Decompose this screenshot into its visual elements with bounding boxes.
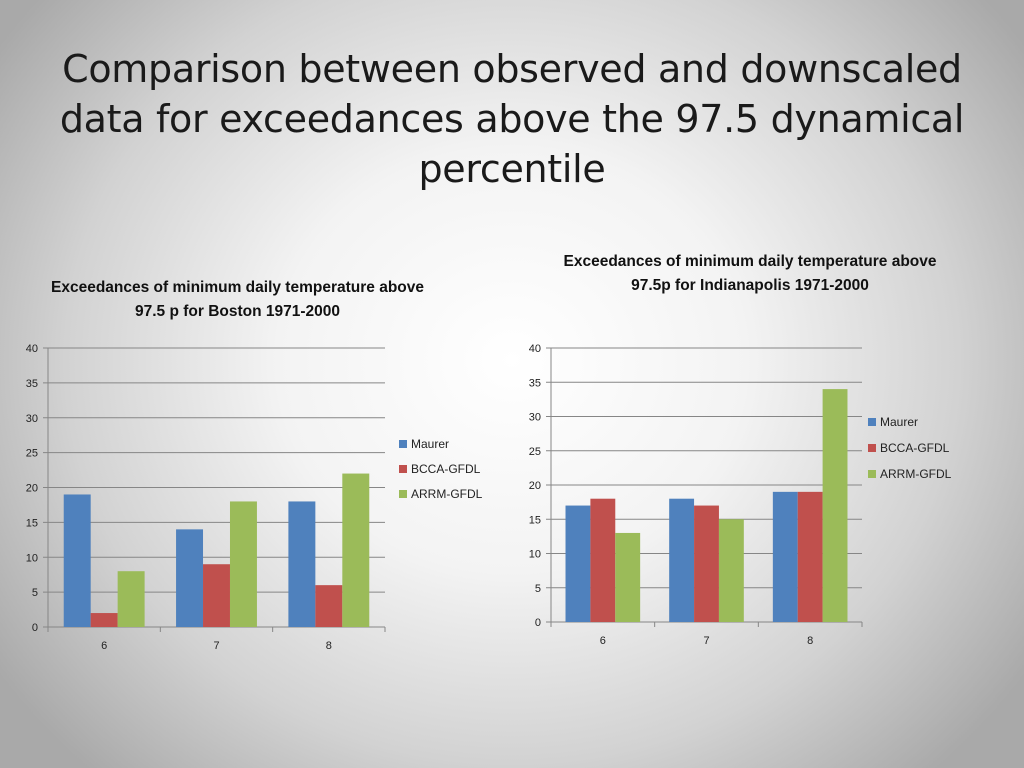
bar-maurer-7 [669,498,695,622]
bar-bcca-gfdl-7 [694,505,719,622]
y-tick-label: 10 [529,549,541,561]
bar-arrm-gfdl-8 [342,473,370,627]
y-tick-label: 5 [32,587,38,599]
y-tick-label: 30 [529,412,541,424]
legend-label: BCCA-GFDL [880,441,950,455]
x-tick-label: 7 [703,635,709,647]
y-tick-label: 10 [26,552,38,564]
y-tick-label: 0 [32,622,38,634]
legend-label: BCCA-GFDL [411,462,481,476]
y-tick-label: 25 [529,446,541,458]
legend-swatch [868,418,876,426]
y-tick-label: 35 [26,378,38,390]
legend-swatch [868,444,876,452]
y-tick-label: 5 [535,583,541,595]
bar-bcca-gfdl-8 [315,585,343,627]
x-tick-label: 6 [600,635,606,647]
bar-bcca-gfdl-6 [590,498,616,622]
y-tick-label: 35 [529,377,541,389]
bar-arrm-gfdl-7 [229,501,257,627]
legend-swatch [399,490,407,498]
bar-maurer-6 [63,494,91,627]
chart-title-indianapolis: Exceedances of minimum daily temperature… [563,253,937,294]
x-tick-label: 8 [807,635,813,647]
bar-maurer-8 [772,491,798,622]
bar-arrm-gfdl-8 [822,389,848,622]
x-tick-label: 6 [101,640,107,652]
y-tick-label: 20 [26,483,38,495]
legend-swatch [868,470,876,478]
legend-swatch [399,465,407,473]
chart-title-boston: Exceedances of minimum daily temperature… [51,279,424,320]
bar-bcca-gfdl-6 [90,613,118,627]
bar-maurer-6 [565,505,591,622]
legend-swatch [399,440,407,448]
bar-bcca-gfdl-8 [797,491,823,622]
bar-arrm-gfdl-6 [615,532,641,622]
bar-arrm-gfdl-6 [117,571,145,627]
legend-label: Maurer [880,415,918,429]
y-tick-label: 40 [529,343,541,355]
y-tick-label: 0 [535,617,541,629]
legend-label: ARRM-GFDL [880,467,952,481]
bar-arrm-gfdl-7 [718,519,744,622]
slide-title: Comparison between observed and downscal… [59,47,965,191]
y-tick-label: 15 [529,514,541,526]
y-tick-label: 15 [26,517,38,529]
bar-maurer-8 [288,501,316,627]
y-tick-label: 20 [529,480,541,492]
y-tick-label: 30 [26,413,38,425]
y-tick-label: 40 [26,343,38,355]
bar-bcca-gfdl-7 [203,564,230,627]
legend-label: Maurer [411,437,449,451]
x-tick-label: 8 [326,640,332,652]
legend-label: ARRM-GFDL [411,487,483,501]
bar-maurer-7 [176,529,204,627]
x-tick-label: 7 [213,640,219,652]
y-tick-label: 25 [26,448,38,460]
